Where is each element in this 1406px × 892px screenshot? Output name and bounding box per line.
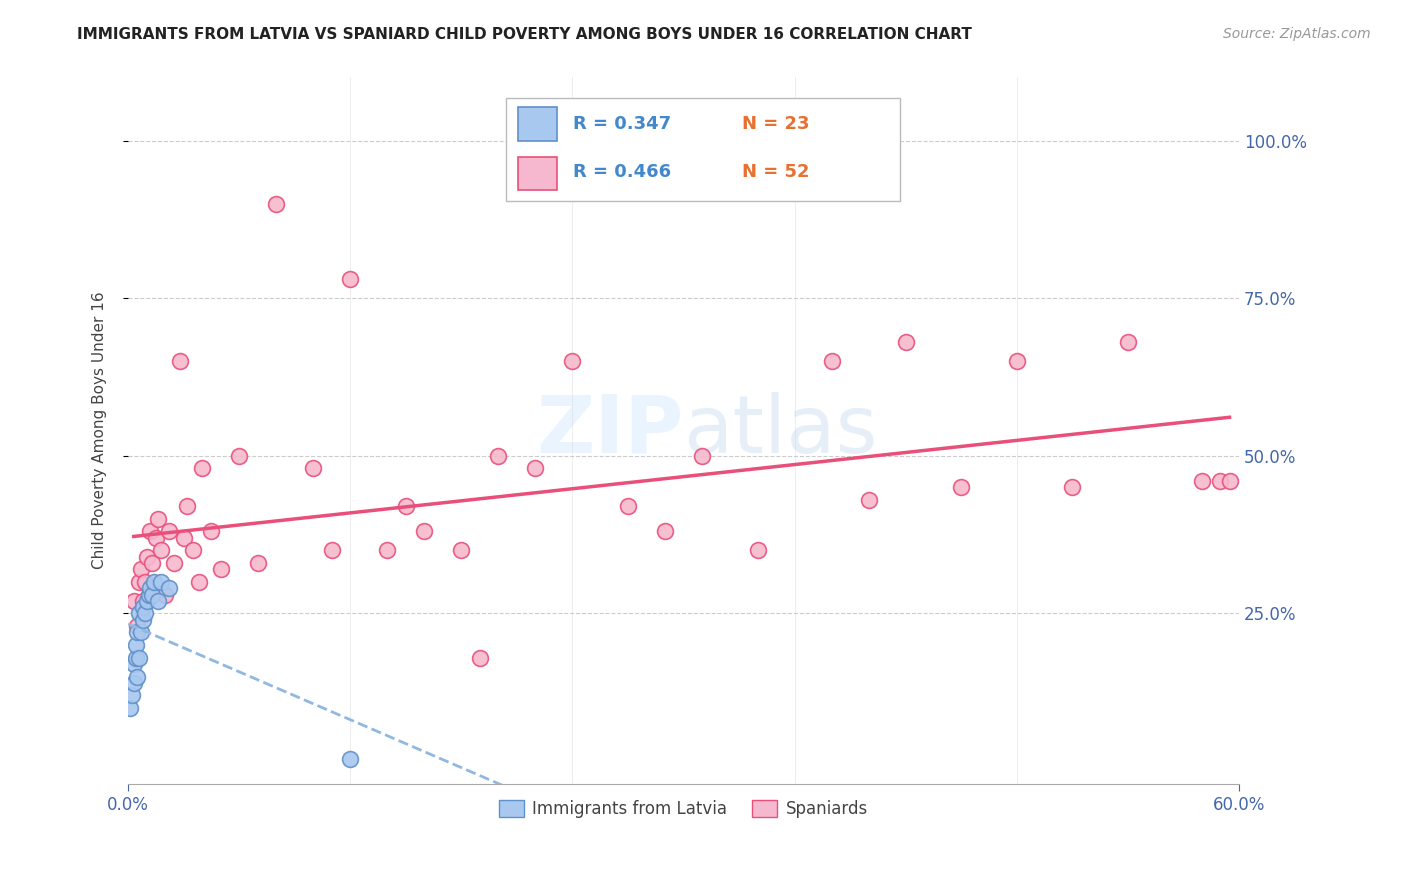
Point (654, 524, 676, 539)
Point (132, 594, 155, 608)
Point (1218, 474, 1240, 488)
Point (450, 543, 472, 558)
Point (561, 354, 583, 368)
Point (187, 574, 209, 589)
Point (176, 500, 198, 514)
Point (138, 588, 160, 602)
Point (138, 588, 160, 602)
Point (128, 650, 150, 665)
Point (121, 689, 143, 703)
Point (150, 543, 173, 558)
Point (127, 625, 149, 640)
Point (375, 543, 398, 558)
Y-axis label: Child Poverty Among Boys Under 16: Child Poverty Among Boys Under 16 (93, 292, 107, 569)
Point (950, 480, 973, 494)
Point (246, 556, 269, 570)
Point (128, 574, 150, 589)
Text: R = 0.347: R = 0.347 (574, 115, 671, 133)
FancyBboxPatch shape (517, 157, 557, 190)
Text: Source: ZipAtlas.com: Source: ZipAtlas.com (1223, 27, 1371, 41)
Text: N = 23: N = 23 (742, 115, 810, 133)
Point (321, 543, 343, 558)
FancyBboxPatch shape (506, 98, 900, 201)
Point (134, 607, 156, 621)
Point (1209, 474, 1232, 488)
Point (191, 461, 214, 475)
Point (1116, 335, 1139, 350)
Text: N = 52: N = 52 (742, 163, 810, 181)
Text: IMMIGRANTS FROM LATVIA VS SPANIARD CHILD POVERTY AMONG BOYS UNDER 16 CORRELATION: IMMIGRANTS FROM LATVIA VS SPANIARD CHILD… (77, 27, 972, 42)
Point (468, 650, 491, 665)
Point (486, 449, 509, 463)
Point (339, 751, 361, 765)
Point (124, 650, 146, 665)
Point (747, 543, 769, 558)
Point (264, 196, 287, 211)
Point (228, 449, 250, 463)
Point (395, 500, 418, 514)
Point (135, 594, 157, 608)
Text: R = 0.466: R = 0.466 (574, 163, 671, 181)
Point (129, 625, 152, 640)
Point (617, 500, 640, 514)
Point (146, 512, 169, 526)
Point (143, 574, 166, 589)
Point (820, 354, 842, 368)
Point (690, 449, 713, 463)
Point (122, 657, 145, 671)
Point (894, 335, 917, 350)
Point (146, 594, 169, 608)
Point (153, 588, 176, 602)
Legend: Immigrants from Latvia, Spaniards: Immigrants from Latvia, Spaniards (492, 793, 875, 825)
Point (132, 613, 155, 627)
Point (134, 574, 156, 589)
Point (150, 574, 173, 589)
Point (139, 524, 162, 539)
Point (127, 619, 149, 633)
Point (124, 638, 146, 652)
Point (1191, 474, 1213, 488)
Point (339, 272, 361, 286)
Text: atlas: atlas (683, 392, 877, 469)
Point (118, 701, 141, 715)
Point (302, 461, 325, 475)
Point (157, 581, 180, 595)
FancyBboxPatch shape (517, 107, 557, 141)
Text: ZIP: ZIP (536, 392, 683, 469)
Point (157, 524, 180, 539)
Point (141, 588, 163, 602)
Point (132, 600, 155, 615)
Point (145, 531, 167, 545)
Point (200, 524, 222, 539)
Point (181, 543, 204, 558)
Point (127, 669, 149, 683)
Point (173, 531, 195, 545)
Point (1062, 480, 1084, 494)
Point (129, 562, 152, 576)
Point (139, 581, 162, 595)
Point (122, 676, 145, 690)
Point (169, 354, 191, 368)
Point (858, 492, 880, 507)
Point (135, 549, 157, 564)
Point (122, 594, 145, 608)
Point (209, 562, 232, 576)
Point (1005, 354, 1028, 368)
Point (141, 556, 163, 570)
Point (163, 556, 186, 570)
Point (128, 607, 150, 621)
Point (413, 524, 436, 539)
Point (524, 461, 547, 475)
